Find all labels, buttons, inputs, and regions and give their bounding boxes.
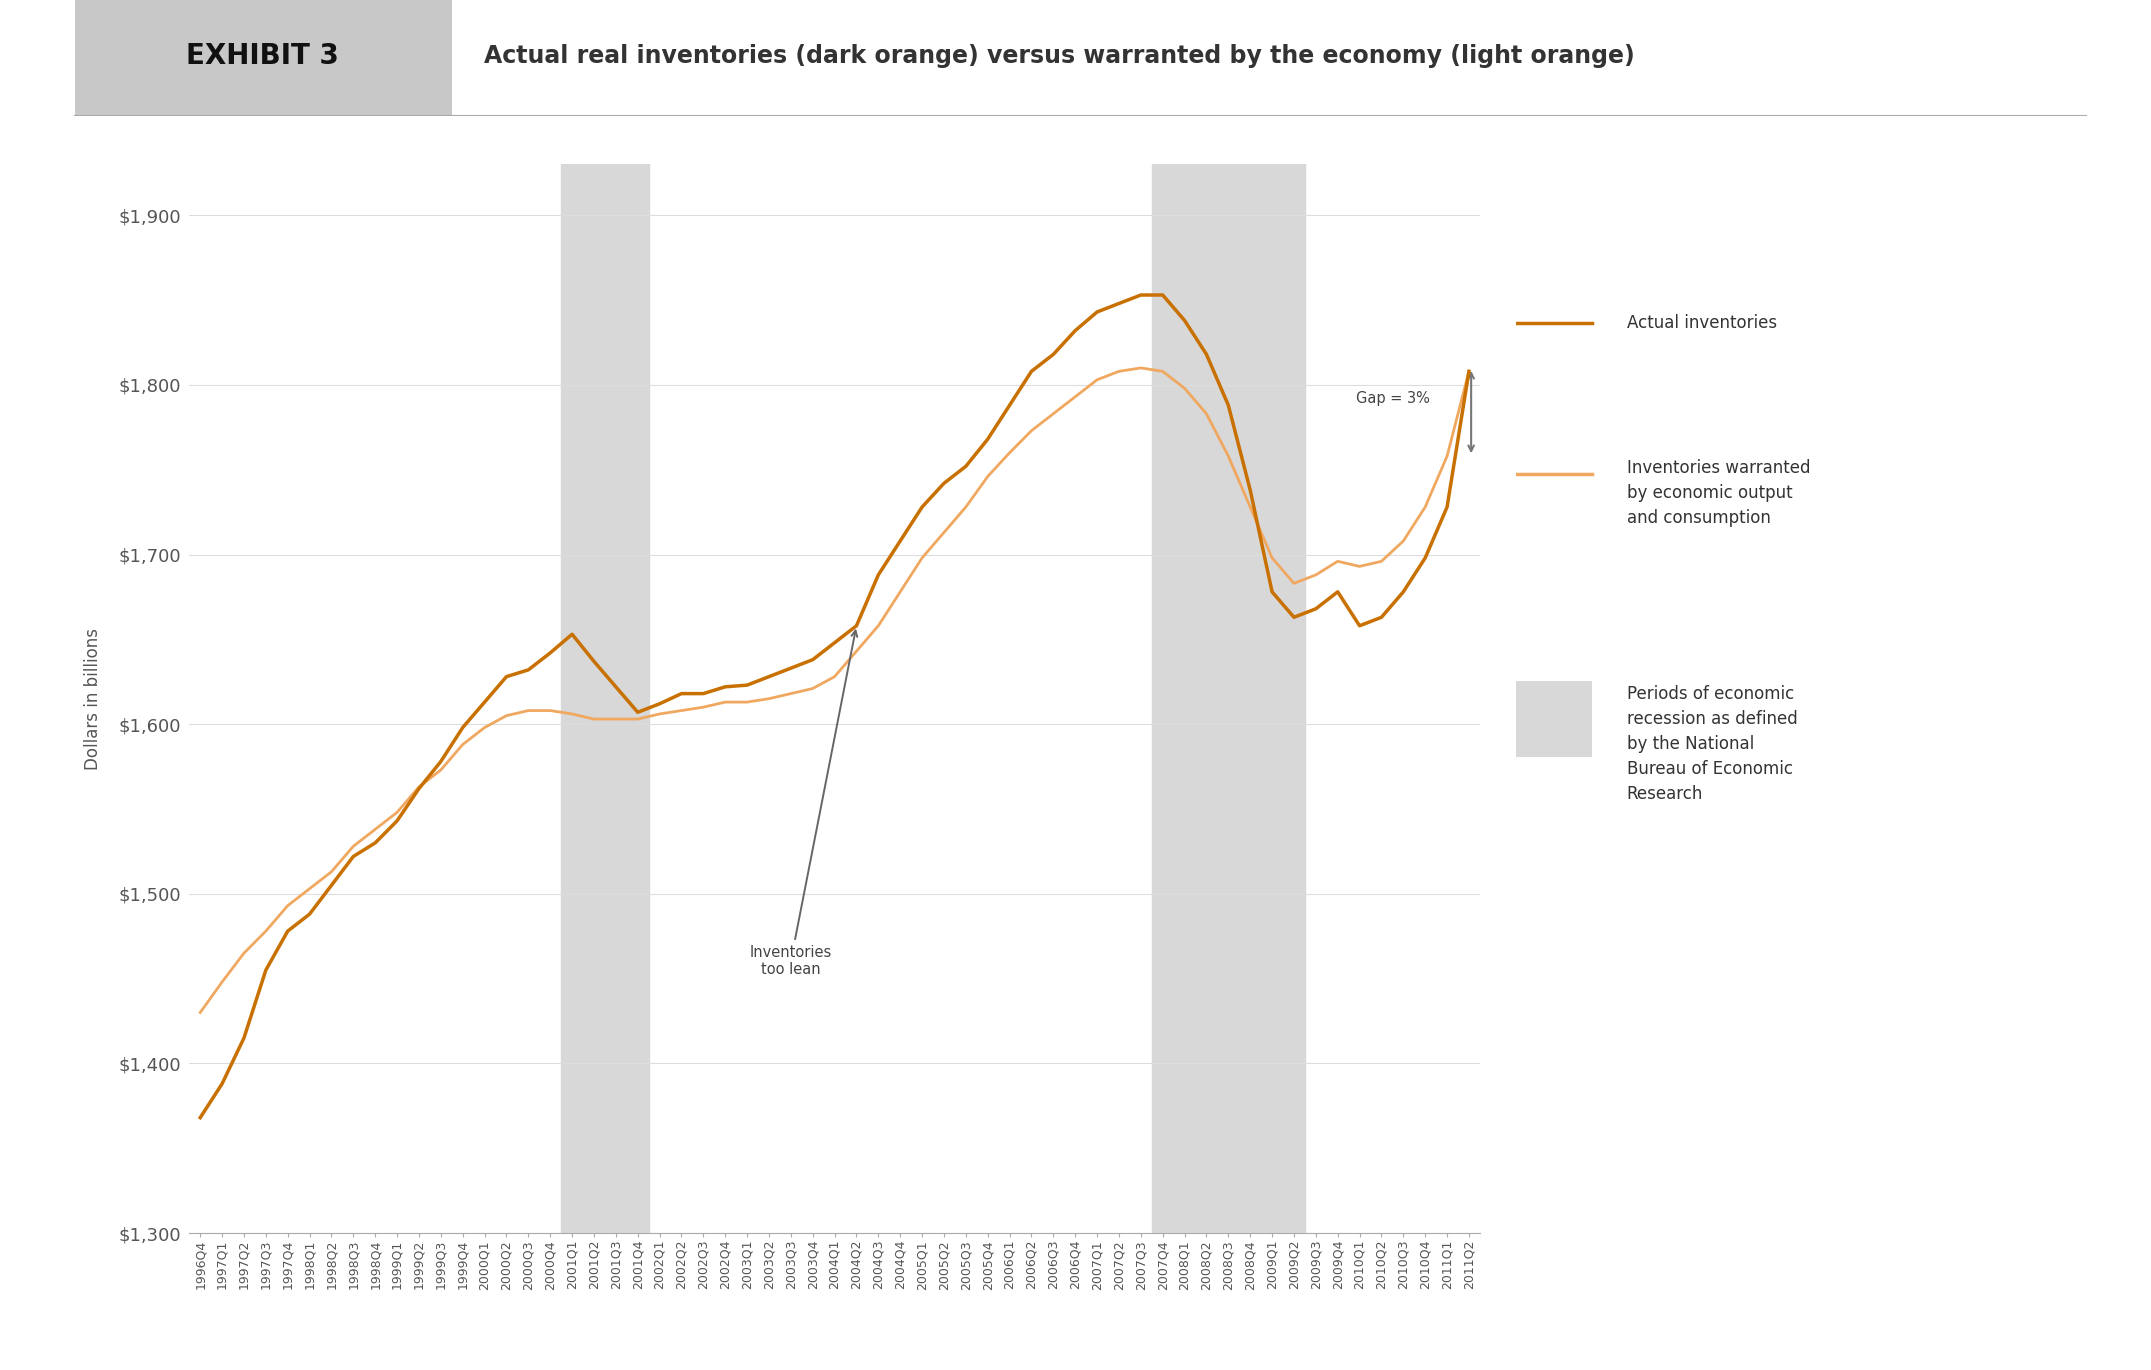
Y-axis label: Dollars in billions: Dollars in billions bbox=[84, 627, 101, 770]
Text: Actual real inventories (dark orange) versus warranted by the economy (light ora: Actual real inventories (dark orange) ve… bbox=[484, 44, 1635, 68]
Bar bbox=[1151, 164, 1306, 1233]
Bar bbox=[561, 164, 650, 1233]
Bar bbox=[1516, 681, 1592, 756]
Text: Actual inventories: Actual inventories bbox=[1626, 314, 1777, 333]
Text: Inventories warranted
by economic output
and consumption: Inventories warranted by economic output… bbox=[1626, 459, 1811, 527]
Text: Gap = 3%: Gap = 3% bbox=[1355, 390, 1430, 406]
Text: Inventories
too lean: Inventories too lean bbox=[751, 630, 858, 977]
Text: Periods of economic
recession as defined
by the National
Bureau of Economic
Rese: Periods of economic recession as defined… bbox=[1626, 685, 1798, 803]
Text: EXHIBIT 3: EXHIBIT 3 bbox=[185, 42, 340, 70]
FancyBboxPatch shape bbox=[75, 0, 452, 116]
